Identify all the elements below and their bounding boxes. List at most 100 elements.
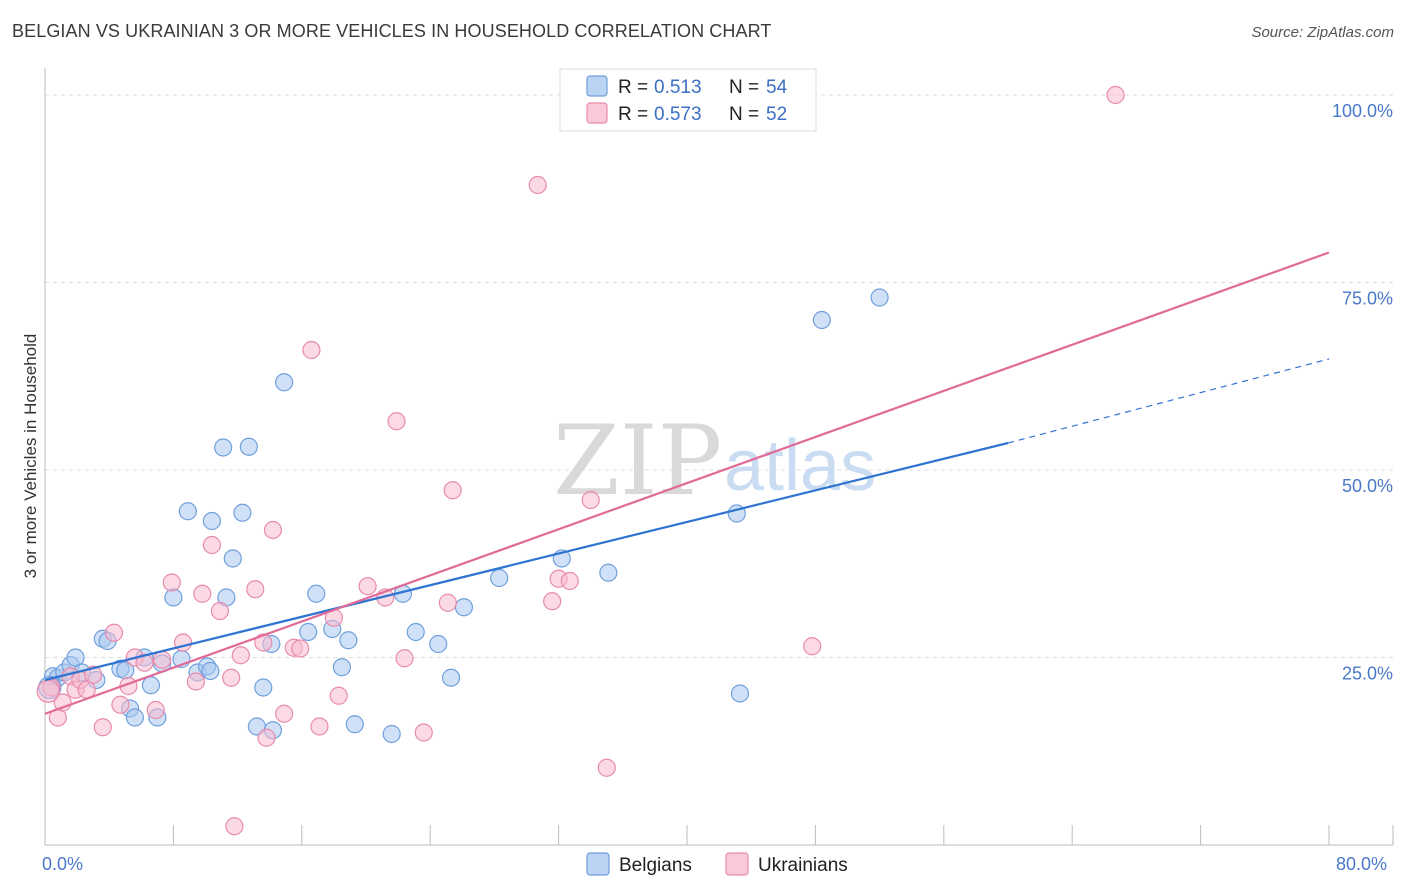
- ukrainians-point-50: [1106, 85, 1125, 105]
- bottom-legend-belgians: Belgians: [619, 855, 692, 876]
- belgians-point-49: [730, 684, 750, 703]
- belgians-point-38: [339, 631, 358, 650]
- ukrainians-point-8: [93, 718, 112, 737]
- belgians-point-43: [429, 634, 448, 654]
- legend-swatch-belgians: [586, 75, 608, 97]
- ukrainians-point-23: [225, 817, 244, 836]
- ukrainians-point-28: [263, 520, 283, 540]
- watermark-atlas: atlas: [724, 426, 876, 506]
- x-tick-label-min: 0.0%: [42, 854, 83, 874]
- belgians-point-40: [382, 724, 401, 744]
- ukrainians-point-25: [246, 580, 265, 599]
- belgians-point-45: [454, 598, 474, 617]
- belgians-point-4: [66, 648, 85, 667]
- ukrainians-point-51: [36, 679, 60, 703]
- belgians-point-48: [599, 563, 618, 582]
- ukrainians-point-16: [162, 573, 181, 592]
- ukrainians-point-31: [291, 639, 310, 658]
- ukrainians-point-49: [803, 637, 822, 656]
- grid: [45, 94, 1393, 658]
- series-legend: Belgians Ukrainians: [586, 852, 848, 876]
- ukrainians-point-44: [543, 592, 562, 611]
- belgians-point-35: [307, 584, 326, 603]
- ukrainians-point-22: [222, 668, 241, 687]
- y-tick-label-2: 75.0%: [1342, 289, 1393, 309]
- belgians-point-39: [345, 715, 364, 734]
- legend-r-value-ukrainians: 0.573: [654, 104, 702, 125]
- ukrainians-point-14: [146, 700, 165, 720]
- stats-legend: R = 0.513 N = 54 R = 0.573 N = 52: [559, 68, 817, 132]
- chart-title: BELGIAN VS UKRAINIAN 3 OR MORE VEHICLES …: [12, 21, 772, 41]
- y-tick-label-0: 25.0%: [1342, 664, 1393, 684]
- ukrainians-point-46: [560, 571, 579, 591]
- ukrainians-point-33: [310, 717, 329, 736]
- ukrainians-point-9: [104, 623, 124, 642]
- legend-r-label-belgians: R =: [618, 77, 648, 98]
- y-tick-label-1: 50.0%: [1342, 476, 1393, 496]
- y-axis-label: 3 or more Vehicles in Household: [21, 334, 40, 579]
- ukrainians-point-26: [254, 633, 273, 652]
- legend-n-value-belgians: 54: [766, 77, 788, 98]
- y-tick-label-3: 100.0%: [1332, 101, 1393, 121]
- ukrainians-trend-line: [44, 251, 1330, 715]
- belgians-point-28: [239, 437, 258, 456]
- legend-r-label-ukrainians: R =: [618, 104, 648, 125]
- belgians-point-14: [141, 676, 161, 695]
- belgians-point-44: [441, 668, 461, 687]
- x-axis-ticks: [44, 825, 1394, 845]
- belgians-point-24: [214, 438, 233, 457]
- legend-swatch-ukrainians: [586, 102, 608, 124]
- bottom-legend-ukrainians: Ukrainians: [758, 855, 848, 876]
- belgians-point-17: [164, 588, 183, 607]
- ukrainians-point-48: [597, 758, 616, 777]
- legend-r-value-belgians: 0.513: [654, 77, 702, 98]
- belgians-point-23: [202, 511, 222, 531]
- ukrainians-point-20: [202, 535, 222, 555]
- ukrainians-point-27: [257, 728, 276, 747]
- bottom-swatch-belgians: [586, 852, 610, 876]
- belgians-points: [38, 288, 889, 744]
- source-label: Source: ZipAtlas.com: [1251, 24, 1394, 41]
- ukrainians-point-35: [329, 686, 348, 705]
- legend-n-value-ukrainians: 52: [766, 104, 787, 125]
- belgians-point-42: [406, 622, 425, 642]
- bottom-swatch-ukrainians: [725, 852, 749, 876]
- ukrainians-point-7: [84, 665, 103, 684]
- x-tick-label-max: 80.0%: [1336, 854, 1387, 874]
- belgians-point-46: [490, 568, 509, 588]
- ukrainians-point-47: [581, 490, 600, 510]
- belgians-trend-line: [44, 441, 1009, 682]
- watermark-zip: ZIP: [553, 405, 722, 517]
- ukrainians-point-40: [414, 723, 433, 742]
- belgians-point-29: [254, 678, 273, 697]
- ukrainians-point-39: [395, 649, 414, 668]
- belgians-point-22: [201, 661, 220, 681]
- ukrainians-point-15: [153, 650, 172, 669]
- ukrainians-point-36: [358, 577, 377, 596]
- belgians-point-37: [332, 658, 352, 677]
- ukrainians-point-42: [443, 481, 462, 500]
- ukrainians-point-29: [275, 704, 294, 723]
- ukrainians-point-21: [210, 601, 230, 621]
- ukrainians-point-19: [193, 584, 212, 603]
- ukrainians-point-38: [387, 412, 406, 431]
- ukrainians-point-18: [186, 672, 205, 691]
- belgians-trend-extension: [1007, 358, 1330, 444]
- trend-lines: [44, 251, 1330, 715]
- y-tick-labels: 25.0% 50.0% 75.0% 100.0%: [1332, 101, 1393, 684]
- ukrainians-point-32: [302, 340, 321, 360]
- belgians-point-52: [870, 288, 889, 307]
- ukrainians-point-41: [438, 593, 457, 612]
- ukrainians-point-13: [135, 653, 154, 672]
- belgians-point-19: [178, 502, 197, 521]
- belgians-point-33: [275, 373, 294, 392]
- legend-n-label-ukrainians: N =: [729, 104, 759, 125]
- watermark: ZIP atlas: [553, 405, 876, 517]
- ukrainians-point-10: [111, 695, 130, 714]
- belgians-point-12: [125, 708, 144, 727]
- ukrainians-point-24: [231, 646, 250, 665]
- belgians-point-27: [233, 503, 252, 522]
- belgians-point-34: [299, 622, 318, 642]
- legend-n-label-belgians: N =: [729, 77, 759, 98]
